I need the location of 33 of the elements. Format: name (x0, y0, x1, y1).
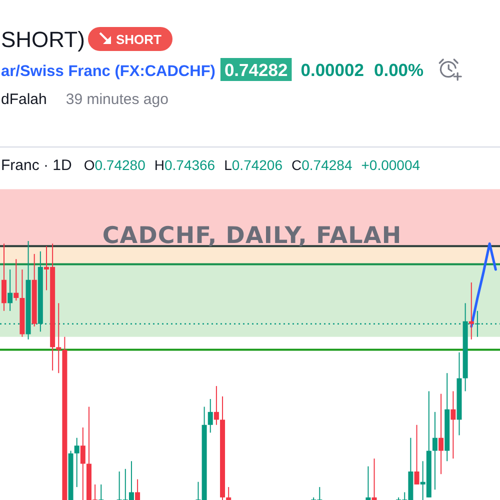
candlestick (432, 411, 438, 490)
candlestick (56, 302, 62, 374)
text: dFalah (1, 91, 47, 108)
text: 0.00% (374, 60, 424, 80)
candlestick (468, 282, 474, 340)
text: +0.00004 (361, 157, 420, 173)
candlestick (14, 258, 19, 302)
candlestick (74, 437, 80, 488)
candlestick (2, 243, 6, 312)
text: Franc · 1D (1, 157, 72, 174)
text: 0.00002 (300, 60, 364, 80)
text: C0.74284 (292, 157, 352, 173)
text: H0.74366 (154, 157, 216, 173)
text: 0.74282 (224, 60, 288, 80)
candlestick (438, 393, 444, 475)
candlestick (135, 478, 140, 500)
candlestick (8, 268, 13, 312)
chart-title: SHORT) (1, 27, 85, 52)
candlestick (226, 486, 232, 500)
text: O0.74280 (84, 157, 146, 173)
text: ar/Swiss Franc (FX:CADCHF) (1, 63, 216, 80)
candlestick (414, 424, 420, 485)
candlestick (366, 466, 371, 500)
candlestick (208, 398, 213, 434)
candlestick (98, 484, 104, 500)
candlestick (80, 426, 86, 500)
candlestick (450, 390, 456, 460)
annotation: CADCHF, DAILY, FALAH (102, 223, 402, 249)
text: 39 minutes ago (66, 91, 168, 108)
text: SHORT (116, 32, 162, 47)
candlestick (214, 386, 219, 426)
text: L0.74206 (224, 157, 283, 173)
candlestick (372, 458, 377, 500)
